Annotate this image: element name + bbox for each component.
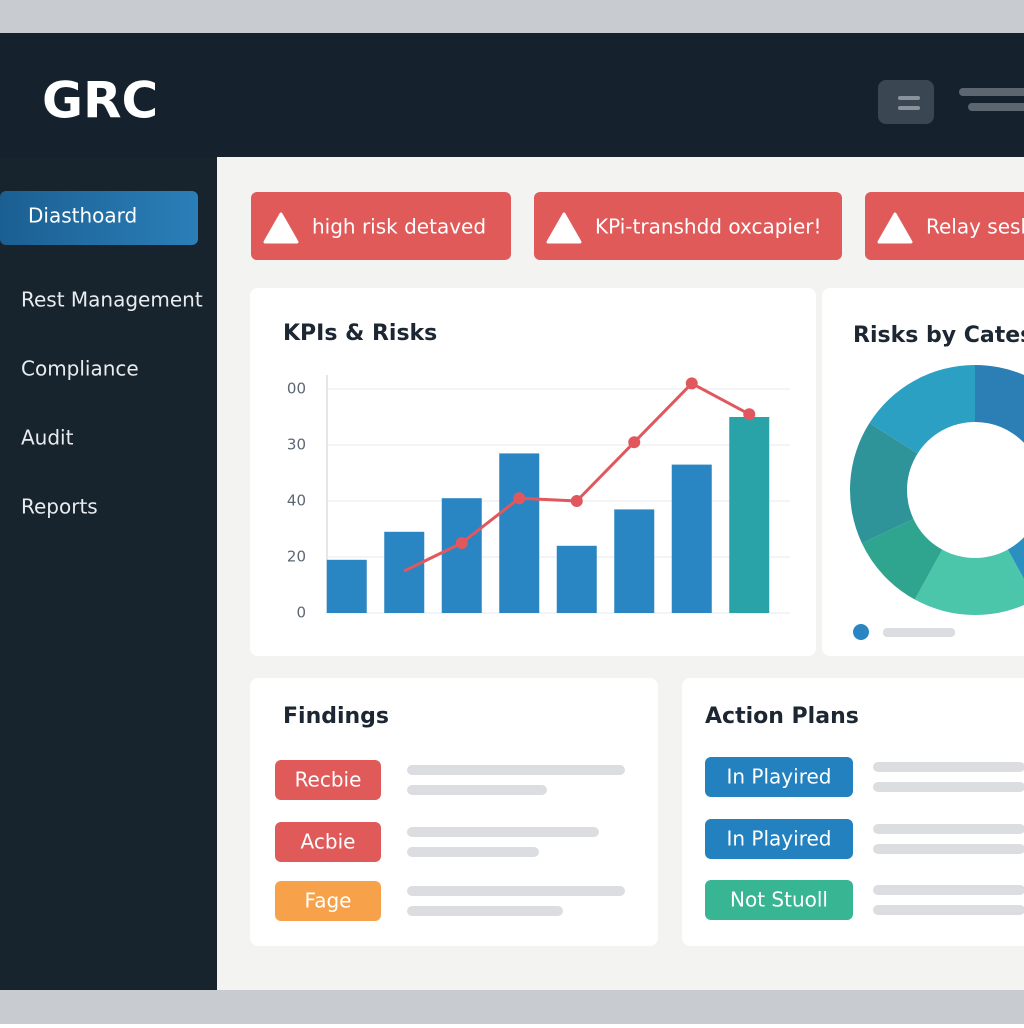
status-badge[interactable] [705, 819, 853, 859]
nav-item[interactable]: Audit [21, 426, 74, 450]
line-point [513, 492, 526, 505]
donut-slice [850, 423, 918, 544]
status-badge[interactable] [275, 822, 381, 862]
line-point [685, 377, 698, 390]
card-title: Findings [283, 704, 389, 729]
line-point [455, 537, 468, 549]
y-tick-label: 20 [287, 548, 306, 566]
line-point [628, 436, 641, 449]
bar [671, 464, 712, 613]
line-point [743, 408, 756, 421]
donut-slice [1007, 537, 1024, 580]
alert[interactable] [534, 192, 842, 260]
placeholder [883, 628, 955, 637]
warning-icon [877, 212, 913, 244]
bar [441, 498, 482, 613]
card [682, 678, 1024, 946]
nav: Diasthoard Rest Management Compliance Au… [21, 204, 203, 519]
status-label: Not Stuoll [730, 888, 828, 912]
alert-text: Relay sesh [926, 215, 1024, 239]
app-title: GRC [42, 72, 158, 130]
donut-slice [914, 549, 1024, 615]
line-point [570, 495, 583, 507]
donut-slice [869, 365, 975, 454]
y-tick-label: 00 [287, 380, 306, 398]
card-title: Action Plans [705, 704, 859, 729]
frame [0, 0, 1024, 33]
status-badge[interactable] [275, 881, 381, 921]
donut-chart [850, 365, 1024, 615]
status-badge[interactable] [705, 880, 853, 920]
bar [729, 417, 770, 613]
nav-item[interactable]: Rest Management [21, 288, 203, 312]
alert-text: KPi-transhdd oxcapier! [595, 215, 822, 239]
status-label: Recbie [295, 768, 362, 792]
card-title: Risks by Cates [853, 323, 1024, 348]
status-label: Acbie [301, 830, 356, 854]
legend-dot [853, 624, 869, 640]
status-label: In Playired [727, 765, 832, 789]
alert[interactable] [251, 192, 511, 260]
alert-text: high risk detaved [312, 215, 486, 239]
bar [614, 509, 655, 613]
y-tick-label: 0 [296, 604, 306, 622]
bar [499, 453, 540, 613]
nav-active[interactable] [0, 191, 198, 245]
status-label: In Playired [727, 827, 832, 851]
sidebar [0, 157, 217, 990]
card [250, 678, 658, 946]
bar [556, 545, 597, 613]
nav-item[interactable]: Diasthoard [28, 204, 137, 228]
status-badge[interactable] [275, 760, 381, 800]
donut-slice [975, 365, 1024, 443]
alerts: high risk detaved KPi-transhdd oxcapier! R… [251, 192, 1024, 260]
card-title: KPIs & Risks [283, 321, 437, 346]
y-tick-label: 40 [287, 492, 306, 510]
nav-item[interactable]: Reports [21, 495, 98, 519]
lists: Recbie Acbie Fage In Playired In Playired Not… [275, 757, 1024, 921]
status-label: Fage [305, 889, 352, 913]
frame [0, 990, 1024, 1024]
menu-button[interactable] [878, 80, 934, 124]
status-badge[interactable] [705, 757, 853, 797]
bar [384, 531, 425, 613]
kpi-chart: 0 20 40 30 00 [287, 375, 790, 622]
nav-item[interactable]: Compliance [21, 357, 139, 381]
header [0, 33, 1024, 157]
y-tick-label: 30 [287, 436, 306, 454]
bar [326, 559, 367, 613]
donut-slice [861, 518, 943, 600]
warning-icon [263, 212, 299, 244]
warning-icon [546, 212, 582, 244]
